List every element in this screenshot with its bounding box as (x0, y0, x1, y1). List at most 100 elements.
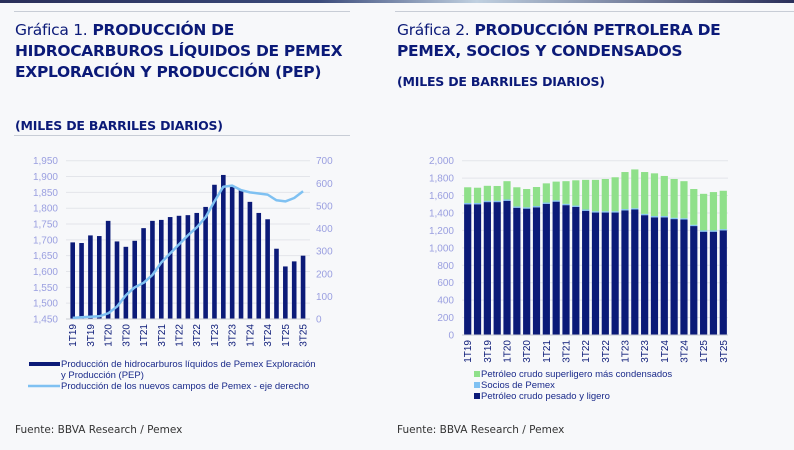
x-tick-label: 3T19 (86, 324, 97, 347)
bar-segment (700, 231, 708, 335)
legend-swatch-superligero (474, 371, 480, 377)
bar-segment (641, 172, 649, 214)
bar-segment (611, 177, 619, 212)
y-tick-label: 1,500 (33, 299, 58, 310)
bar-segment (464, 202, 472, 205)
bar-segment (690, 189, 698, 225)
y2-tick-label: 400 (316, 224, 333, 235)
y-tick-label: 0 (448, 331, 454, 342)
divider (14, 11, 350, 12)
chart2-title: Gráfica 2. PRODUCCIÓN PETROLERA DE PEMEX… (397, 20, 787, 62)
y-tick-label: 1,200 (429, 226, 454, 237)
bar-segment (473, 204, 482, 335)
legend-swatch-socios (474, 382, 480, 388)
bar-segment (552, 181, 560, 201)
bar-segment (464, 187, 472, 203)
y-tick-label: 1,750 (33, 220, 58, 231)
bar-segment (601, 179, 609, 212)
bar (150, 220, 155, 319)
x-tick-label: 1T21 (542, 340, 553, 363)
bar-segment (513, 206, 521, 208)
legend-label-pep-1: Producción de hidrocarburos líquidos de … (61, 359, 316, 370)
chart2: 0 200 400 600 800 1,000 1,200 1,400 1,600 1,800 2,… (429, 156, 730, 363)
bar-segment (670, 179, 678, 218)
x-tick-label: 3T23 (640, 340, 651, 363)
y2-tick-label: 600 (316, 179, 333, 190)
bar (70, 242, 75, 319)
bar-segment (572, 180, 580, 206)
bar-segment (641, 213, 649, 216)
bar (159, 219, 164, 319)
bar (238, 189, 244, 319)
bar-segment (719, 229, 727, 231)
bar-segment (690, 226, 698, 335)
bar (88, 235, 93, 319)
x-tick-label: 1T20 (104, 324, 115, 347)
y-tick-label: 600 (437, 278, 454, 289)
y-tick-label: 1,900 (33, 172, 58, 183)
legend-swatch-pesado (474, 393, 480, 399)
bar-segment (591, 212, 600, 335)
bar-segment (650, 217, 659, 335)
x-tick-label: 3T20 (121, 324, 132, 347)
x-tick-label: 1T25 (281, 324, 292, 347)
y-tick-label: 1,450 (33, 315, 58, 326)
y-tick-label: 1,850 (33, 188, 58, 199)
bar-segment (680, 181, 688, 219)
bar-segment (493, 200, 501, 203)
bar (132, 240, 138, 319)
top-strip (0, 0, 794, 3)
bar-segment (552, 201, 560, 335)
y2-tick-label: 0 (316, 315, 322, 326)
y2-tick-label: 700 (316, 156, 333, 167)
bar-segment (621, 209, 629, 211)
x-tick-label: 1T25 (699, 340, 710, 363)
bar-segment (513, 187, 521, 207)
bar-segment (611, 212, 619, 335)
bar (96, 236, 102, 319)
bar-segment (660, 217, 668, 335)
divider (395, 11, 794, 12)
bar-segment (680, 218, 688, 220)
y-tick-label: 200 (437, 313, 454, 324)
bar (194, 212, 200, 319)
bar-segment (611, 211, 619, 213)
bar-segment (523, 208, 531, 335)
legend-label-pesado: Petróleo crudo pesado y ligero (481, 391, 610, 402)
bar-segment (503, 181, 511, 200)
bar-segment (660, 175, 668, 217)
bar (212, 184, 217, 319)
bar-segment (473, 187, 482, 203)
bar (265, 219, 270, 319)
y-tick-label: 1,650 (33, 251, 58, 262)
y-tick-label: 1,800 (33, 204, 58, 215)
x-tick-label: 3T22 (601, 340, 612, 363)
legend-swatch-pep (29, 362, 60, 366)
bar-segment (631, 209, 639, 335)
x-tick-label: 3T25 (719, 340, 730, 363)
y-tick-label: 800 (437, 261, 454, 272)
y-tick-label: 1,950 (33, 156, 58, 167)
bar-segment (483, 185, 491, 201)
chart2-subtitle: (MILES DE BARRILES DIARIOS) (397, 74, 605, 89)
y-tick-label: 1,600 (429, 191, 454, 202)
bar-segment (582, 179, 590, 210)
bar-segment (700, 193, 708, 231)
bar-segment (483, 202, 491, 335)
bar (229, 186, 235, 319)
y-tick-label: 400 (437, 296, 454, 307)
bar-segment (493, 185, 501, 201)
x-tick-label: 3T21 (157, 324, 168, 347)
bar-segment (562, 205, 570, 335)
x-tick-label: 3T24 (263, 324, 274, 347)
bar-segment (709, 231, 718, 335)
bar-segment (542, 203, 550, 335)
x-tick-label: 1T23 (620, 340, 631, 363)
bar-segment (591, 179, 600, 212)
bar-segment (719, 190, 727, 230)
bar (176, 215, 182, 319)
bar-segment (690, 224, 698, 227)
bar-segment (464, 204, 472, 335)
bar-segment (542, 183, 550, 203)
